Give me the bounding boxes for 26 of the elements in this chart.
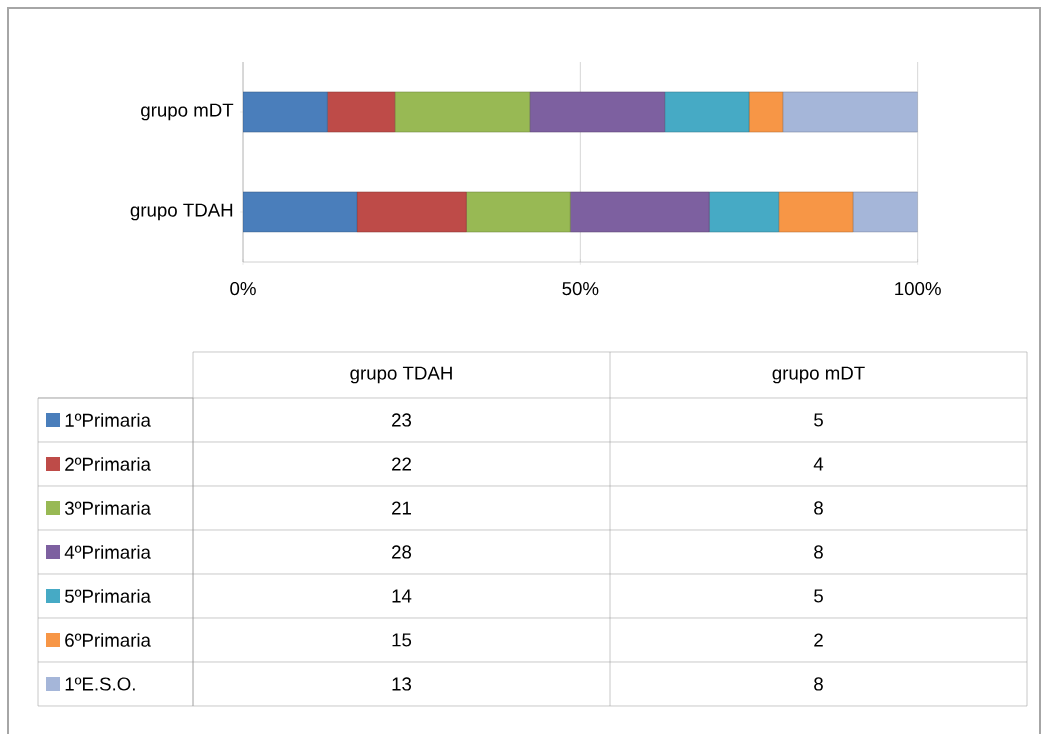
x-tick-label: 50%: [562, 281, 599, 296]
x-tick-label: 0%: [230, 281, 256, 296]
text: 5: [814, 589, 823, 603]
text: 5: [814, 413, 823, 427]
category-label: grupo TDAH: [350, 366, 452, 384]
legend-label: 2ºPrimaria: [65, 457, 151, 471]
text: 21: [392, 501, 411, 515]
text: 13: [392, 677, 412, 691]
text: 8: [814, 677, 823, 691]
x-tick-label: 100%: [895, 281, 941, 296]
text: 4: [813, 457, 824, 471]
legend-label: 5ºPrimaria: [65, 589, 151, 603]
text: 22: [392, 457, 411, 471]
text: 15: [392, 633, 412, 647]
category-label: grupo mDT: [772, 366, 865, 384]
text: 2: [814, 633, 823, 647]
legend-label: 4ºPrimaria: [64, 545, 151, 559]
legend-label: 6ºPrimaria: [65, 633, 151, 647]
legend-label: 1ºE.S.O.: [65, 677, 135, 691]
legend-label: 3ºPrimaria: [64, 501, 151, 515]
text: 28: [392, 545, 412, 559]
text: 23: [392, 413, 412, 427]
text: 14: [392, 589, 412, 603]
text: 8: [814, 545, 823, 559]
legend-label: 1ºPrimaria: [65, 413, 151, 427]
text: 8: [814, 501, 823, 515]
